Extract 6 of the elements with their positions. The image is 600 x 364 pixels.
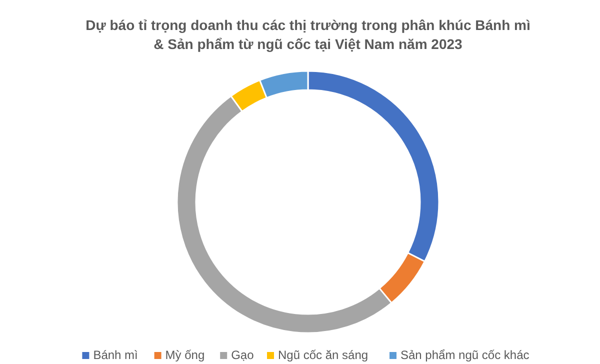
legend-label: Ngũ cốc ăn sáng <box>278 348 368 362</box>
legend-label: Sản phẩm ngũ cốc khác <box>400 348 530 362</box>
legend-label: Gạo <box>231 348 254 362</box>
chart-title: Dự báo tỉ trọng doanh thu các thị trường trong phân khúc Bánh mì & Sản phẩm từ ngũ cốc tại Việt Nam năm 2023 <box>86 17 530 52</box>
legend-label: Bánh mì <box>93 348 138 362</box>
legend-label: Mỳ ống <box>165 348 205 362</box>
